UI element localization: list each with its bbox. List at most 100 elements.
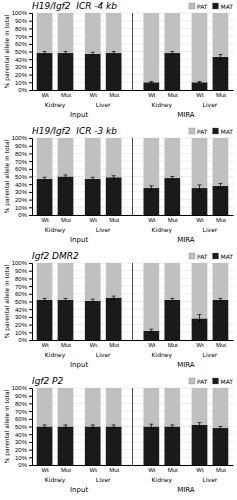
y-tick: 30% — [15, 189, 32, 195]
x-tick-label: Mut — [216, 342, 226, 348]
bar — [37, 13, 53, 53]
title: H19/Igf2 ICR -3 kb — [32, 126, 117, 136]
x-tick-label: Mut — [168, 217, 178, 223]
y-tick: 10% — [15, 330, 32, 336]
x-tick: Mut — [216, 217, 226, 223]
legend-label: MAT — [221, 3, 234, 10]
x-tick: Wt — [90, 342, 98, 348]
legend-swatch — [189, 378, 195, 384]
y-tick-label: 100% — [12, 10, 28, 16]
error-bar — [149, 424, 153, 429]
x-tick-label: Mut — [61, 92, 71, 98]
y-tick: 20% — [15, 447, 32, 453]
group-label: Liver — [203, 476, 218, 483]
bar — [106, 177, 122, 215]
y-tick-label: 60% — [15, 416, 28, 422]
group-label: Kidney — [45, 226, 66, 234]
y-tick-label: 90% — [15, 18, 28, 24]
x-tick-label: Wt — [41, 217, 49, 223]
error-bar — [218, 427, 222, 430]
error-bar — [91, 299, 95, 302]
bar — [164, 300, 180, 340]
bar — [143, 138, 159, 188]
y-tick-label: 60% — [15, 291, 28, 297]
x-axis: WtMutWtMutWtMutWtMut — [33, 341, 234, 349]
y-tick: 100% — [12, 135, 32, 141]
section-separator — [132, 13, 133, 90]
grid — [32, 138, 233, 215]
y-axis: 0%10%20%30%40%50%60%70%80%90%100% — [12, 135, 33, 218]
error-bar — [149, 82, 153, 84]
y-tick-mark — [29, 286, 32, 287]
y-tick-mark — [29, 434, 32, 435]
error-bar — [64, 52, 68, 55]
x-tick-label: Wt — [41, 467, 49, 473]
bar — [143, 188, 159, 215]
y-tick-mark — [29, 67, 32, 68]
y-tick: 40% — [15, 57, 32, 63]
legend-item: PAT — [189, 378, 208, 385]
legend-swatch — [213, 378, 219, 384]
y-tick-label: 10% — [15, 205, 28, 211]
y-tick-label: 60% — [15, 166, 28, 172]
x-tick: Wt — [148, 217, 156, 223]
x-tick-label: Wt — [41, 342, 49, 348]
error-bar — [64, 425, 68, 428]
y-tick-label: 100% — [12, 135, 28, 141]
y-tick-mark — [29, 403, 32, 404]
y-tick-label: 50% — [15, 174, 28, 180]
y-tick-label: 50% — [15, 299, 28, 305]
bar — [143, 82, 159, 90]
y-tick: 0% — [18, 462, 32, 468]
y-tick-label: 50% — [15, 424, 28, 430]
bar — [143, 388, 159, 427]
y-tick: 60% — [15, 41, 32, 47]
x-tick: Wt — [41, 467, 49, 473]
panel: 0%10%20%30%40%50%60%70%80%90%100%WtMutWt… — [3, 126, 234, 244]
y-tick-mark — [29, 177, 32, 178]
bar — [37, 179, 53, 215]
x-tick-label: Mut — [61, 467, 71, 473]
y-tick-mark — [29, 450, 32, 451]
y-axis-title: % parental allele in total — [3, 139, 11, 213]
bar — [58, 300, 74, 340]
bar — [164, 53, 180, 90]
error-bar — [64, 175, 68, 178]
y-tick: 70% — [15, 284, 32, 290]
y-tick-mark — [29, 90, 32, 91]
group-label: Liver — [96, 351, 111, 358]
x-tick: Mut — [168, 217, 178, 223]
x-tick: Wt — [41, 342, 49, 348]
x-tick: Mut — [61, 342, 71, 348]
error-bar — [43, 52, 47, 55]
y-tick-mark — [29, 271, 32, 272]
legend-swatch — [213, 3, 219, 9]
x-tick-label: Mut — [216, 217, 226, 223]
y-axis-title: % parental allele in total — [3, 389, 11, 463]
y-axis: 0%10%20%30%40%50%60%70%80%90%100% — [12, 10, 33, 93]
group-label: Kidney — [45, 351, 66, 359]
error-bar — [218, 55, 222, 60]
bar — [85, 138, 101, 179]
y-tick-mark — [29, 153, 32, 154]
y-tick-mark — [29, 411, 32, 412]
bar — [192, 82, 208, 90]
y-tick-mark — [29, 309, 32, 310]
x-tick-label: Mut — [109, 217, 119, 223]
x-tick-label: Wt — [90, 92, 98, 98]
y-tick-label: 30% — [15, 64, 28, 70]
bar — [192, 138, 208, 188]
x-tick: Mut — [168, 92, 178, 98]
bar — [213, 428, 229, 465]
legend-label: PAT — [197, 128, 208, 135]
y-tick-label: 70% — [15, 159, 28, 165]
y-tick-label: 20% — [15, 447, 28, 453]
y-tick-mark — [29, 161, 32, 162]
y-tick: 100% — [12, 10, 32, 16]
legend-item: MAT — [213, 3, 234, 10]
bar — [37, 427, 53, 466]
x-tick-label: Wt — [41, 92, 49, 98]
legend-item: MAT — [213, 253, 234, 260]
bar — [143, 427, 159, 466]
x-tick: Mut — [61, 92, 71, 98]
